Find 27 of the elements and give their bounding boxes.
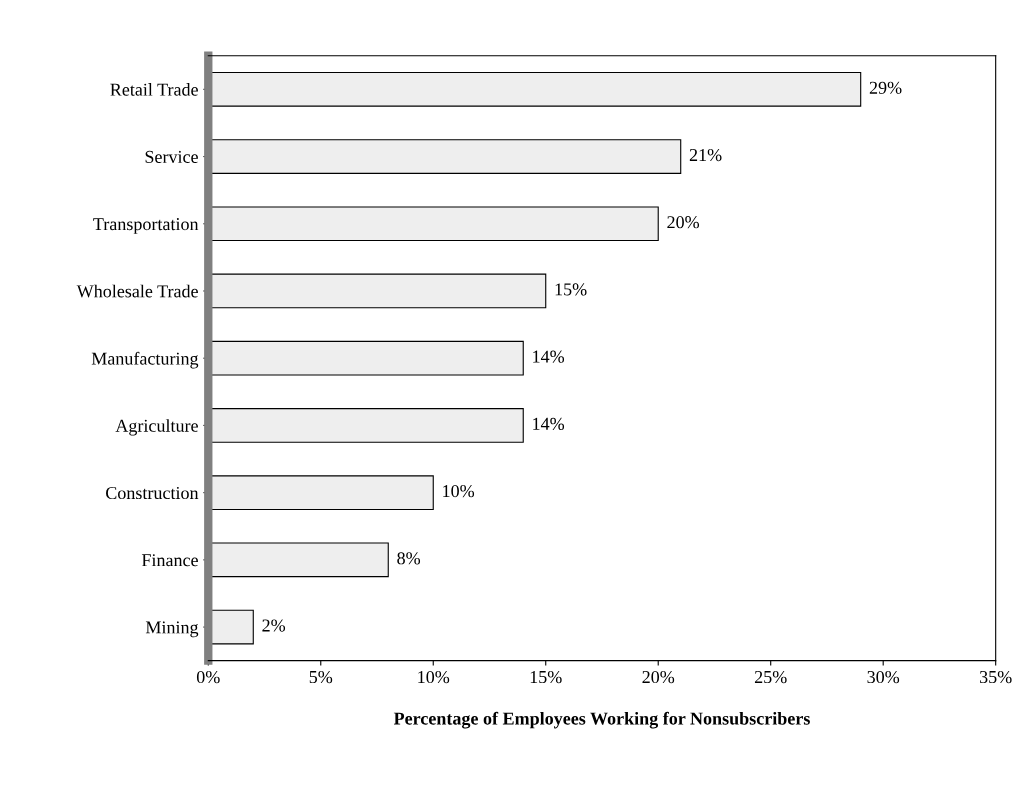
y-tick-label: Agriculture xyxy=(115,419,198,436)
y-tick-label: Transportation xyxy=(93,218,199,234)
data-label: 14% xyxy=(533,417,565,430)
y-tick-label: Mining xyxy=(145,621,199,638)
data-label: 20% xyxy=(667,216,700,229)
x-tick-label: 25% xyxy=(754,670,787,684)
y-tick-label: Construction xyxy=(106,486,199,500)
data-label: 14% xyxy=(533,350,565,363)
data-label: 10% xyxy=(443,484,475,498)
data-label: 2% xyxy=(262,619,286,632)
x-axis-title: Percentage of Employees Working for Nonsubscribers xyxy=(393,711,810,729)
data-label: 15% xyxy=(555,283,587,296)
data-label: 29% xyxy=(869,81,902,94)
x-tick-label: 30% xyxy=(867,670,900,684)
y-tick-label: Manufacturing xyxy=(91,351,199,369)
data-label: 8% xyxy=(397,552,421,565)
y-tick-label: Service xyxy=(145,150,198,163)
x-tick-label: 10% xyxy=(418,670,450,684)
y-tick-label: Retail Trade xyxy=(110,83,198,96)
x-tick-label: 0% xyxy=(196,670,220,684)
y-tick-label: Finance xyxy=(141,554,198,567)
y-tick-label: Wholesale Trade xyxy=(76,284,198,298)
x-tick-label: 35% xyxy=(980,670,1012,684)
x-tick-label: 15% xyxy=(530,670,562,684)
x-tick-label: 20% xyxy=(642,670,675,684)
data-label: 21% xyxy=(689,148,722,162)
x-tick-label: 5% xyxy=(309,670,333,684)
